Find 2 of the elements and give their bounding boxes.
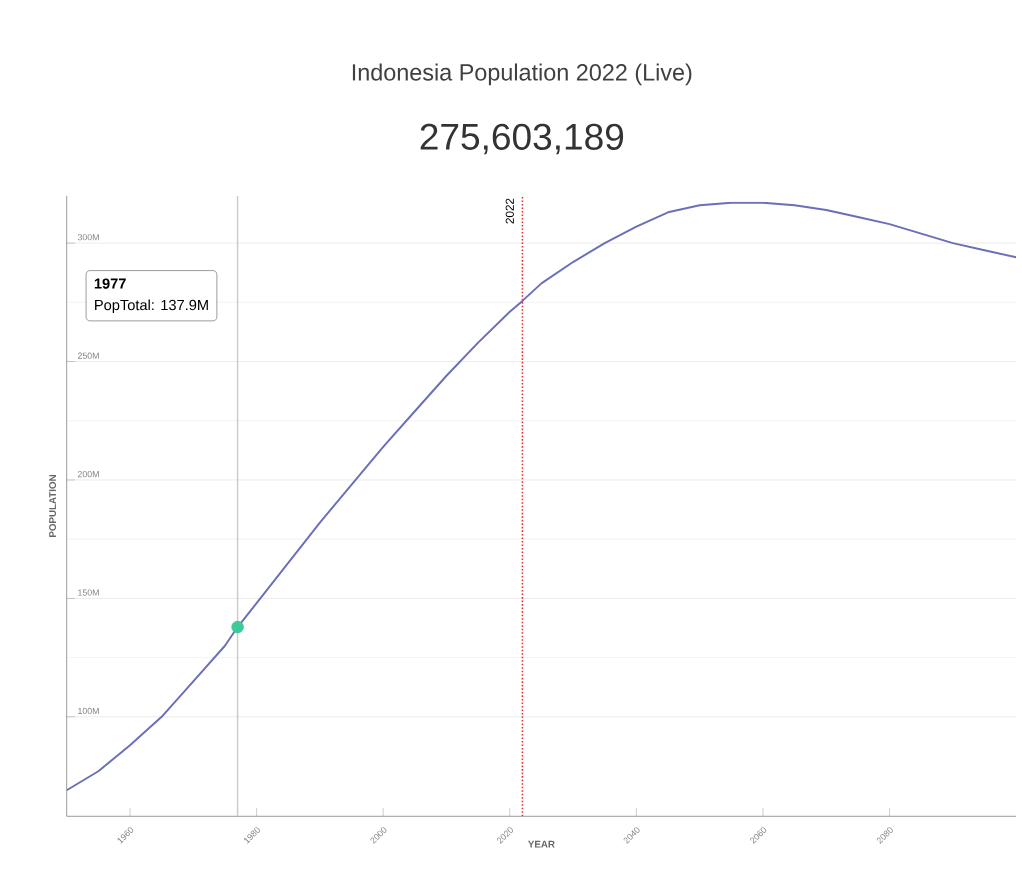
chart-title: Indonesia Population 2022 (Live) xyxy=(352,63,692,85)
chart-subtitle: 275,603,189 xyxy=(420,123,624,154)
